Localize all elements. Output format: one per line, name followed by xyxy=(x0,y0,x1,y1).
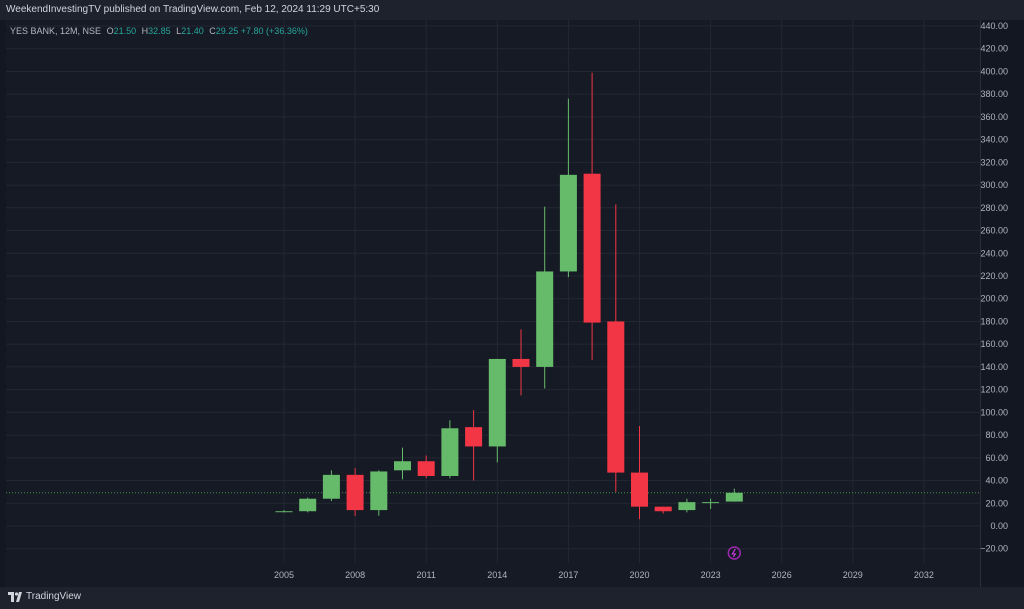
open-value: 21.50 xyxy=(113,26,137,36)
price-tick-label: −20.00 xyxy=(980,544,1008,554)
candle-body xyxy=(394,461,411,471)
candle-body xyxy=(607,321,625,473)
candle-body xyxy=(702,502,720,504)
candle-body xyxy=(465,427,483,447)
publish-bar: WeekendInvestingTV published on TradingV… xyxy=(0,0,1024,20)
candle-body xyxy=(346,474,364,511)
year-tick-label: 2020 xyxy=(629,570,649,580)
lightning-icon xyxy=(731,548,737,558)
price-tick-label: 300.00 xyxy=(980,180,1008,190)
price-tick-label: 200.00 xyxy=(980,294,1008,304)
footer-bar xyxy=(0,587,1024,609)
price-tick-label: 100.00 xyxy=(980,407,1008,417)
candle-body xyxy=(512,358,530,367)
year-tick-label: 2017 xyxy=(558,570,578,580)
price-tick-label: 120.00 xyxy=(980,385,1008,395)
price-axis[interactable] xyxy=(980,20,1024,587)
year-tick-label: 2008 xyxy=(345,570,365,580)
low-value: 21.40 xyxy=(181,26,204,36)
candle-body xyxy=(370,471,388,511)
price-tick-label: 240.00 xyxy=(980,248,1008,258)
low-label: L xyxy=(176,26,182,36)
price-tick-label: 260.00 xyxy=(980,226,1008,236)
year-tick-label: 2014 xyxy=(487,570,507,580)
price-tick-label: 80.00 xyxy=(985,430,1008,440)
price-tick-label: 180.00 xyxy=(980,316,1008,326)
candle-body xyxy=(299,498,317,512)
price-tick-label: 440.00 xyxy=(980,21,1008,31)
high-label: H xyxy=(141,26,149,36)
high-value: 32.85 xyxy=(148,26,171,36)
price-tick-label: 40.00 xyxy=(985,476,1008,486)
close-label: C xyxy=(209,26,216,36)
year-tick-label: 2032 xyxy=(914,570,934,580)
event-marker-icon xyxy=(727,546,742,560)
candle-body xyxy=(488,358,506,447)
candle-body xyxy=(654,506,672,512)
symbol-legend: YES BANK, 12M, NSE O21.50 H32.85 L21.40 … xyxy=(10,26,308,36)
price-tick-label: 140.00 xyxy=(980,362,1008,372)
year-tick-label: 2026 xyxy=(772,570,792,580)
brand-name: TradingView xyxy=(26,591,82,602)
candle-body xyxy=(441,428,459,476)
price-tick-label: 160.00 xyxy=(980,339,1008,349)
symbol-info: YES BANK, 12M, NSE xyxy=(10,26,102,36)
close-value: 29.25 xyxy=(215,26,239,36)
price-tick-label: 220.00 xyxy=(980,271,1008,281)
price-tick-label: 360.00 xyxy=(980,112,1008,122)
price-tick-label: 340.00 xyxy=(980,135,1008,145)
price-tick-label: 0.00 xyxy=(990,521,1008,531)
open-label: O xyxy=(106,26,114,36)
price-tick-label: 280.00 xyxy=(980,203,1008,213)
candle-body xyxy=(322,474,340,499)
year-tick-label: 2029 xyxy=(843,570,863,580)
candle-body xyxy=(583,173,601,323)
candle-body xyxy=(631,472,648,507)
price-tick-label: 420.00 xyxy=(980,44,1008,54)
candle-body xyxy=(275,511,293,513)
year-tick-label: 2005 xyxy=(274,570,294,580)
candle-body xyxy=(678,502,696,511)
tradingview-brand[interactable]: TradingView xyxy=(8,591,81,602)
candle-body xyxy=(536,271,554,367)
candle-body xyxy=(725,492,743,502)
price-tick-label: 380.00 xyxy=(980,89,1008,99)
candle-body xyxy=(559,174,577,272)
candle-body xyxy=(417,461,435,476)
price-tick-label: 320.00 xyxy=(980,157,1008,167)
price-tick-label: 60.00 xyxy=(985,453,1008,463)
published-text: WeekendInvestingTV published on TradingV… xyxy=(6,4,380,15)
tradingview-logo-icon xyxy=(8,591,22,602)
change-value: +7.80 (+36.36%) xyxy=(240,26,308,36)
price-tick-label: 400.00 xyxy=(980,66,1008,76)
price-tick-label: 20.00 xyxy=(985,498,1008,508)
year-tick-label: 2023 xyxy=(701,570,721,580)
year-tick-label: 2011 xyxy=(417,570,436,580)
